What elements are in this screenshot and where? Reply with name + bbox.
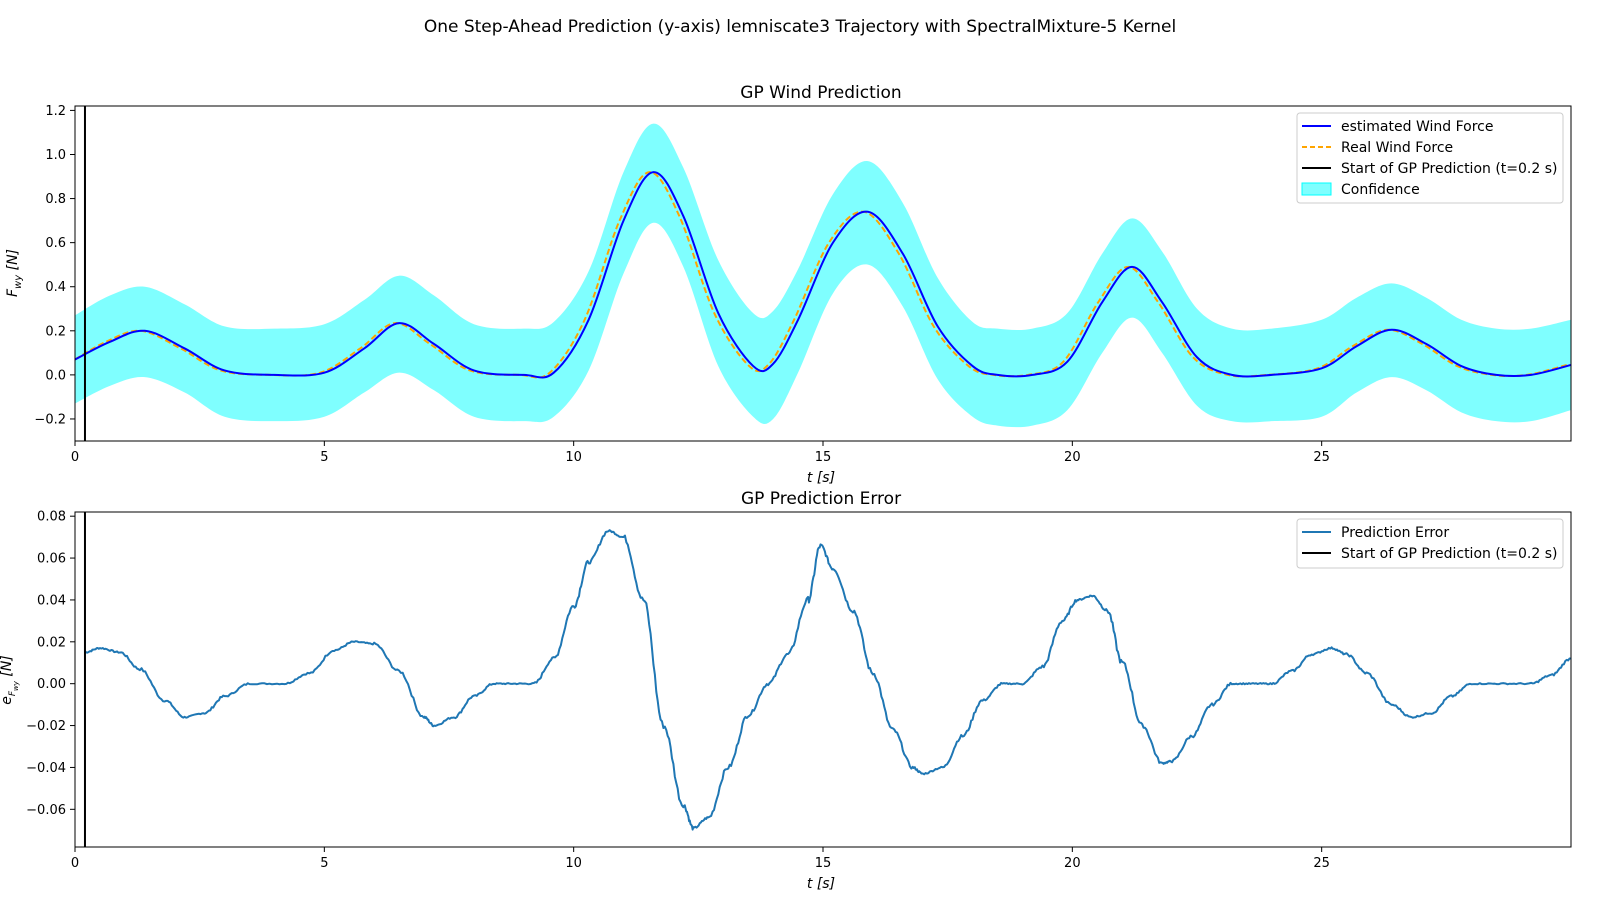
top-legend-box [1296, 112, 1564, 204]
top-xtick-label: 0 [71, 450, 79, 465]
bottom-ytick-label: −0.06 [26, 803, 66, 818]
svg-text:eFwy [N]: eFwy [N] [0, 655, 20, 705]
bottom-ytick-label: −0.02 [26, 719, 66, 734]
top-axes-title: GP Wind Prediction [740, 83, 901, 103]
confidence-band [75, 123, 1571, 428]
top-plot-area [74, 106, 1572, 441]
top-axes: GP Wind Prediction 0 5 10 15 20 25−0.20.00.20… [5, 83, 1572, 486]
bottom-xtick-label: 0 [71, 856, 79, 871]
bottom-xtick-label: 15 [815, 856, 832, 871]
bottom-ytick-label: −0.04 [26, 761, 66, 776]
bottom-xtick-label: 20 [1064, 856, 1081, 871]
bottom-axes-title: GP Prediction Error [741, 489, 901, 509]
top-ytick-label: 0.4 [45, 280, 66, 295]
legend-label-confidence: Confidence [1341, 182, 1420, 198]
top-xtick-label: 20 [1064, 450, 1081, 465]
top-ticks: 0 5 10 15 20 25 −0.2 0.0 0.2 0.4 0.6 0.8 1.0 1.2 [34, 104, 1330, 465]
bottom-ylabel: eFwy [N] [0, 655, 20, 705]
bottom-ylabel-unit: [N] [0, 655, 15, 681]
bottom-legend: Prediction Error Start of GP Prediction … [1296, 518, 1564, 569]
top-xtick-label: 10 [565, 450, 582, 465]
series-prediction-error [84, 529, 1572, 831]
svg-text:Fwy [N]: Fwy [N] [5, 249, 24, 297]
bottom-ytick-label: 0.06 [37, 552, 66, 567]
legend-label-start: Start of GP Prediction (t=0.2 s) [1341, 161, 1558, 177]
bottom-ylabel-main: e [0, 696, 15, 705]
top-ylabel-main: F [5, 288, 21, 297]
top-ytick-label: 1.0 [45, 148, 66, 163]
top-ytick-label: 0.8 [45, 192, 66, 207]
top-ytick-label: 0.2 [45, 324, 66, 339]
top-ylabel: Fwy [N] [5, 249, 24, 297]
top-ytick-label: 1.2 [45, 104, 66, 119]
series-estimated-wind-force [74, 171, 1572, 379]
top-xtick-label: 15 [815, 450, 832, 465]
legend-label-estimated: estimated Wind Force [1341, 119, 1493, 135]
bottom-xtick-label: 5 [320, 856, 328, 871]
top-ytick-label: 0.0 [45, 368, 66, 383]
bottom-ytick-label: 0.08 [37, 510, 66, 525]
bottom-ylabel-sub: F [8, 690, 18, 696]
top-ylabel-unit: [N] [5, 249, 21, 275]
figure-suptitle: One Step-Ahead Prediction (y-axis) lemni… [424, 17, 1176, 37]
top-legend: estimated Wind Force Real Wind Force Sta… [1296, 112, 1564, 204]
bottom-ytick-label: 0.04 [37, 593, 66, 608]
bottom-plot-area [83, 512, 1572, 847]
bottom-legend-box [1296, 518, 1564, 569]
legend-label-real: Real Wind Force [1341, 140, 1453, 156]
bottom-axes: GP Prediction Error 0 5 10 15 20 25 −0.06 −0.04… [0, 489, 1572, 892]
bottom-xlabel: t [s] [807, 876, 835, 892]
bottom-xtick-label: 25 [1313, 856, 1330, 871]
top-ytick-label: 0.6 [45, 236, 66, 251]
legend-label-start-bottom: Start of GP Prediction (t=0.2 s) [1341, 546, 1558, 562]
top-xlabel: t [s] [807, 470, 835, 486]
top-xtick-label: 25 [1313, 450, 1330, 465]
bottom-ticks: 0 5 10 15 20 25 −0.06 −0.04 −0.02 0.00 0.02 0.04 0.0… [26, 510, 1330, 871]
legend-swatch-confidence [1301, 182, 1332, 196]
top-ytick-label: −0.2 [34, 412, 66, 427]
bottom-ytick-label: 0.02 [37, 635, 66, 650]
top-ylabel-sub: wy [13, 274, 24, 289]
bottom-ylabel-subsub: wy [12, 680, 20, 691]
bottom-ytick-label: 0.00 [37, 677, 66, 692]
legend-label-error: Prediction Error [1341, 525, 1449, 541]
bottom-xtick-label: 10 [565, 856, 582, 871]
top-xtick-label: 5 [320, 450, 328, 465]
